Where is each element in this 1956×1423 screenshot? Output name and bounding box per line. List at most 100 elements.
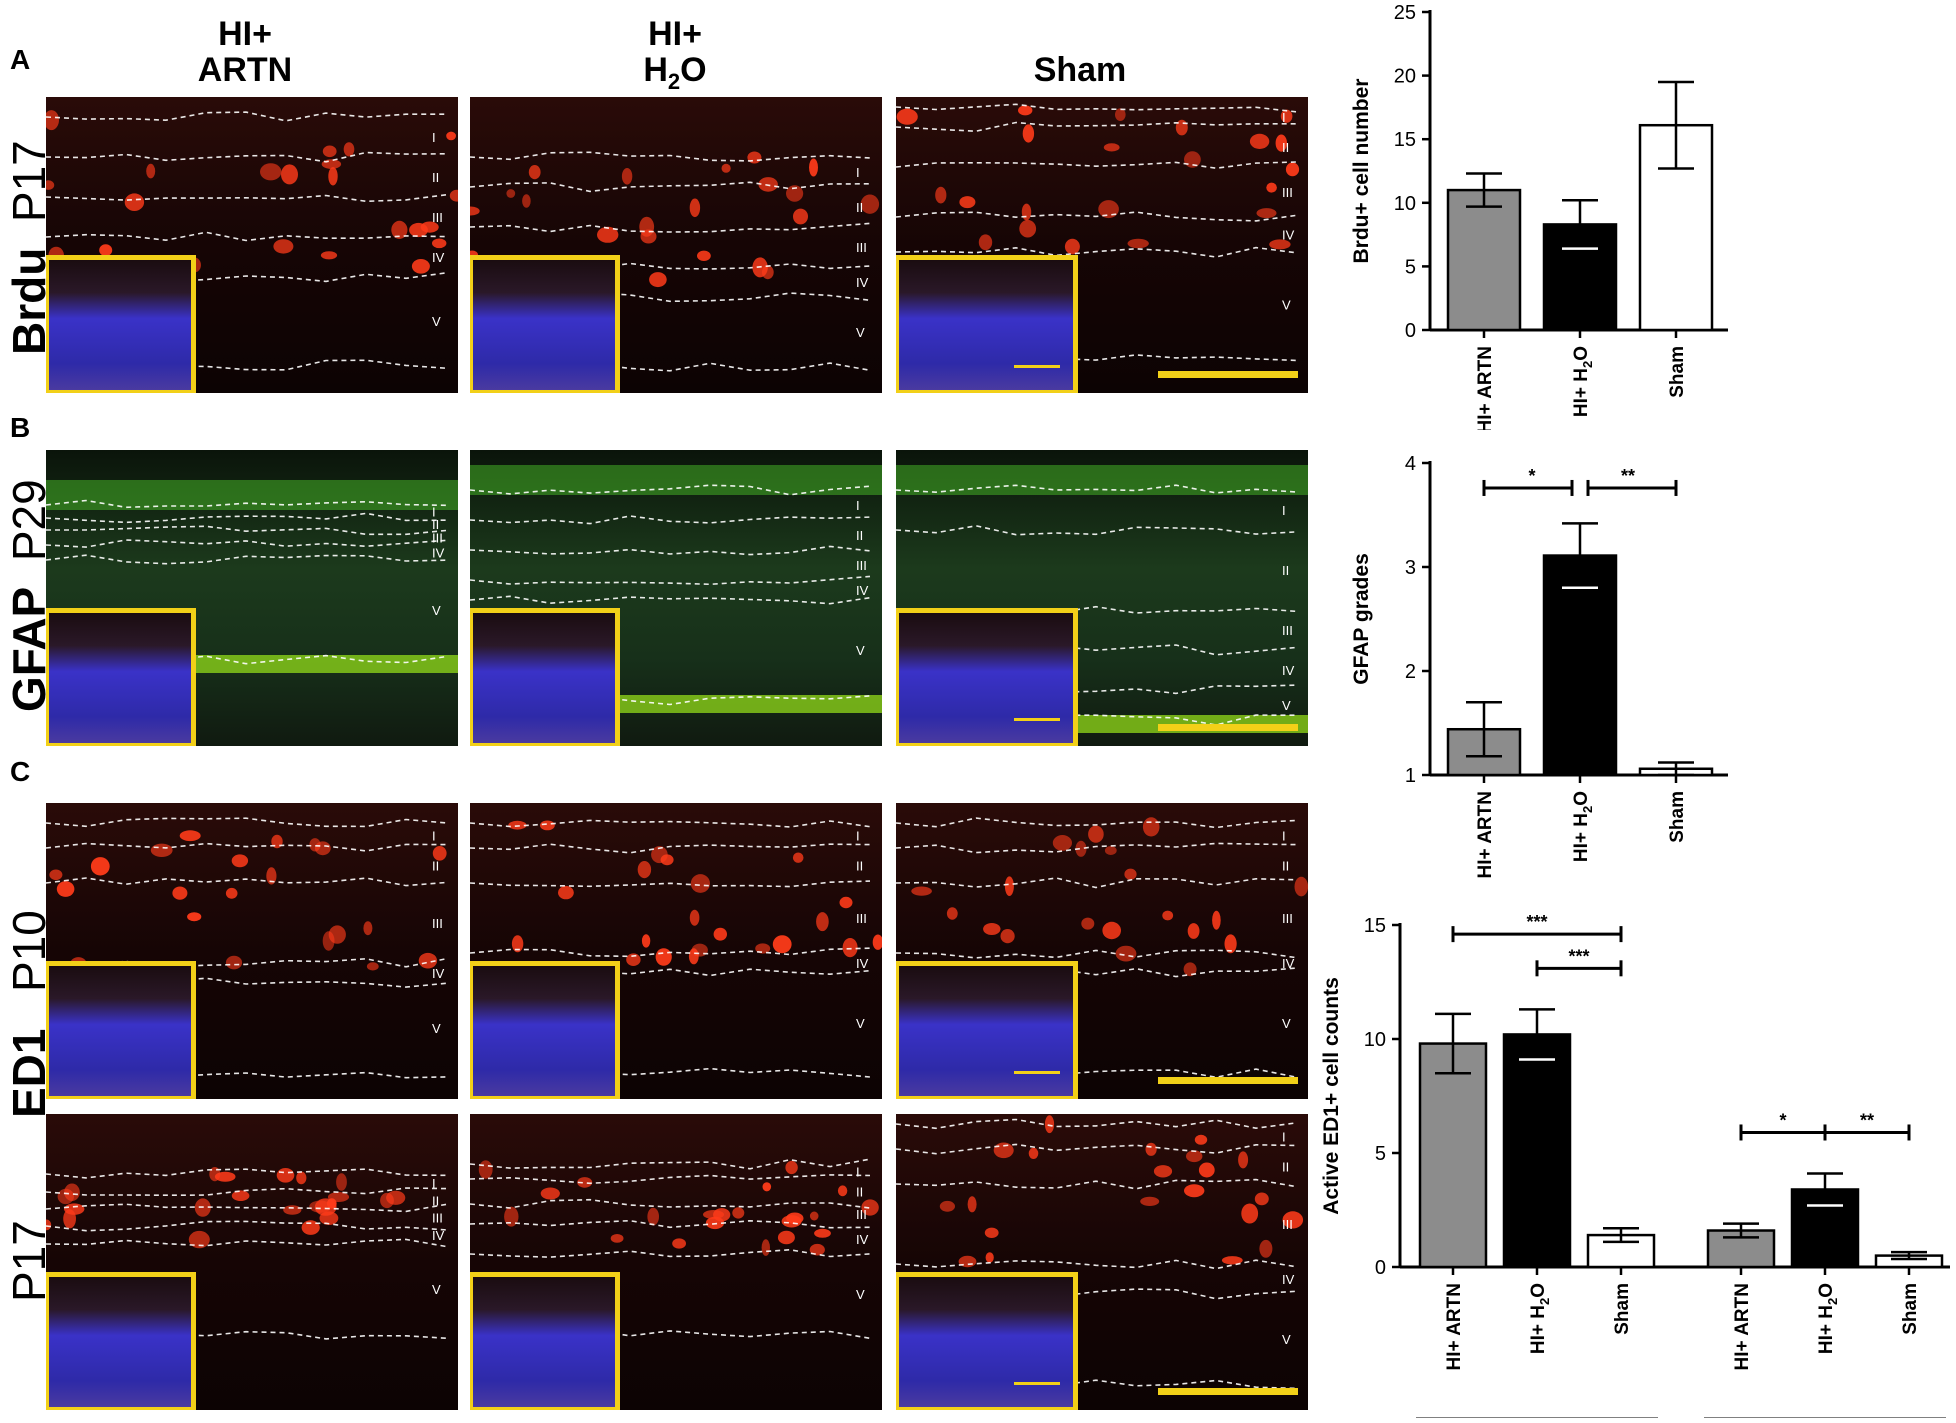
- layer-label: II: [1282, 563, 1289, 578]
- stained-cell: [231, 854, 249, 868]
- x-tick-label: HI+ ARTN: [1444, 1283, 1465, 1370]
- bar: [1502, 1033, 1572, 1269]
- stained-cell: [959, 196, 976, 209]
- dapi-inset: [896, 255, 1078, 393]
- stained-cell: [309, 838, 321, 852]
- stained-cell: [816, 912, 829, 932]
- stained-cell: [320, 251, 338, 260]
- layer-label: III: [856, 1207, 867, 1222]
- scale-bar: [1158, 1388, 1298, 1395]
- stained-cell: [432, 238, 447, 249]
- layer-boundary: [470, 947, 871, 958]
- layer-boundary: [470, 1198, 871, 1209]
- layer-label: IV: [1282, 1272, 1295, 1287]
- stained-cell: [993, 1142, 1014, 1159]
- layer-boundary: [46, 842, 447, 852]
- stained-cell: [689, 909, 700, 926]
- layer-boundary: [46, 111, 446, 122]
- column-header-h2o-line1: HI+: [648, 15, 702, 53]
- stained-cell: [1000, 929, 1015, 944]
- layer-label: V: [856, 643, 865, 658]
- y-tick-label: 10: [1394, 193, 1416, 215]
- x-tick-label: HI+ H2O: [1571, 791, 1595, 862]
- layer-boundary: [896, 949, 1297, 959]
- stained-cell: [56, 881, 75, 897]
- stained-cell: [1256, 208, 1277, 219]
- stained-cell: [187, 912, 202, 922]
- significance-label: *: [1779, 1110, 1786, 1130]
- layer-boundary: [46, 1187, 447, 1197]
- column-header-h2o-line2: H2O: [580, 52, 770, 100]
- stained-cell: [688, 948, 699, 965]
- stained-cell: [273, 239, 294, 254]
- layer-boundary: [470, 1158, 871, 1170]
- layer-label: V: [432, 314, 441, 329]
- layer-boundary: [470, 484, 871, 496]
- stained-cell: [639, 216, 655, 237]
- stained-cell: [321, 159, 342, 169]
- stained-cell: [690, 874, 710, 893]
- inset-scale-bar: [1014, 365, 1060, 368]
- stained-cell: [150, 843, 173, 857]
- stained-cell: [99, 244, 113, 257]
- micrograph-7: I II III IV V: [470, 803, 882, 1099]
- layer-label: II: [856, 528, 863, 543]
- y-tick-label: 0: [1405, 320, 1416, 342]
- y-tick-label: 20: [1394, 66, 1416, 88]
- stained-cell: [1153, 1165, 1173, 1178]
- stained-cell: [1145, 1142, 1157, 1156]
- stained-cell: [319, 1211, 339, 1225]
- stained-cell: [322, 145, 337, 158]
- panel-letter-a: A: [10, 44, 31, 75]
- layer-boundary: [896, 484, 1297, 494]
- chart-brdu: 0 5 10 15 20 25 Brdu+ cell number HI+ ARTN HI+ H…: [1290, 0, 1950, 433]
- stained-cell: [1019, 219, 1037, 238]
- scale-bar: [1158, 371, 1298, 378]
- significance-label: ***: [1526, 912, 1547, 932]
- stained-cell: [188, 1230, 210, 1249]
- layer-boundary: [470, 595, 871, 605]
- stained-cell: [649, 272, 667, 288]
- stained-cell: [621, 168, 633, 185]
- gfap-surface-band: [46, 480, 458, 510]
- stained-cell: [1285, 162, 1300, 177]
- stained-cell: [327, 1192, 350, 1202]
- layer-label: V: [1282, 1016, 1291, 1031]
- stained-cell: [478, 1160, 493, 1179]
- stained-cell: [761, 265, 774, 280]
- stained-cell: [296, 1171, 307, 1185]
- significance-label: **: [1860, 1110, 1874, 1130]
- stained-cell: [814, 1228, 831, 1238]
- dapi-inset: [470, 608, 620, 746]
- dapi-inset: [46, 608, 196, 746]
- dapi-inset: [470, 255, 620, 393]
- stained-cell: [1004, 876, 1014, 896]
- layer-boundary: [470, 880, 871, 888]
- layer-boundary: [46, 231, 447, 242]
- stained-cell: [391, 220, 408, 239]
- stained-cell: [721, 163, 731, 173]
- micrograph-6: I II III IV V: [46, 803, 458, 1099]
- stained-cell: [172, 886, 188, 900]
- stained-cell: [792, 852, 804, 863]
- layer-label: IV: [856, 1232, 869, 1247]
- chart-ed1-svg: 0 5 10 15 Active ED1+ cell counts HI+ ARTN HI+…: [1320, 912, 1956, 1421]
- layer-boundary: [46, 1238, 447, 1248]
- stained-cell: [842, 938, 858, 958]
- layer-label: III: [856, 558, 867, 573]
- layer-label: II: [1282, 1160, 1289, 1175]
- stained-cell: [758, 177, 778, 192]
- stained-cell: [336, 1173, 347, 1191]
- dapi-inset: [46, 255, 196, 393]
- layer-label: I: [1282, 1130, 1286, 1145]
- stained-cell: [1187, 923, 1200, 939]
- x-tick-label: HI+ ARTN: [1732, 1283, 1753, 1370]
- stained-cell: [860, 194, 880, 214]
- stained-cell: [967, 1196, 977, 1213]
- y-axis-label: GFAP grades: [1350, 553, 1373, 685]
- stained-cell: [506, 189, 516, 198]
- stained-cell: [1282, 1211, 1304, 1229]
- stained-cell: [386, 1190, 406, 1205]
- y-tick-label: 15: [1364, 915, 1386, 937]
